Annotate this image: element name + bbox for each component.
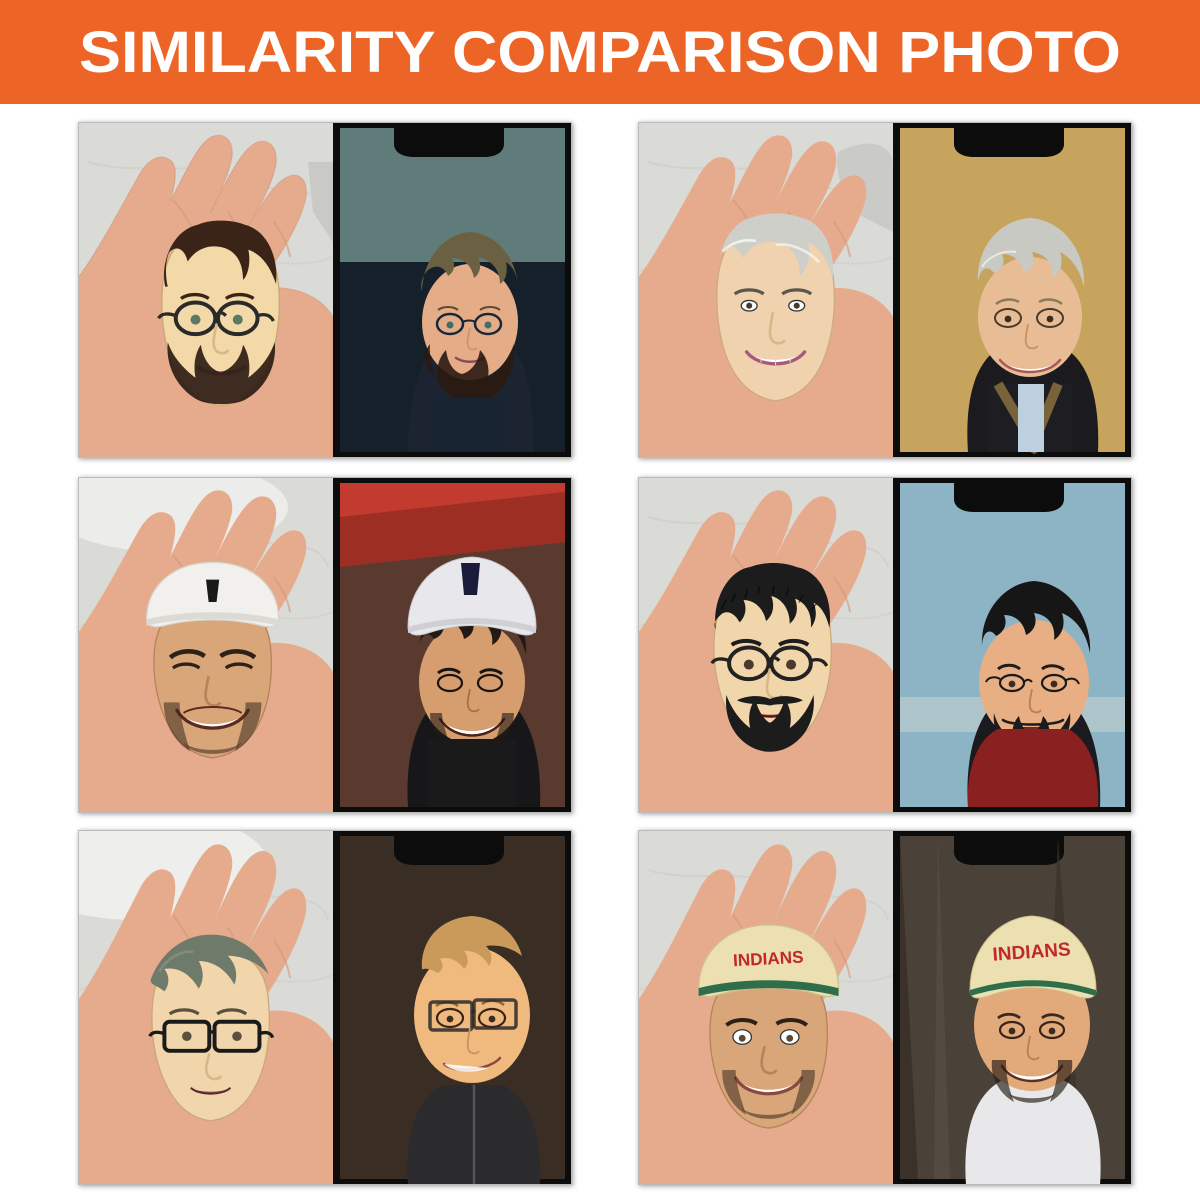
svg-text:INDIANS: INDIANS (733, 947, 804, 971)
